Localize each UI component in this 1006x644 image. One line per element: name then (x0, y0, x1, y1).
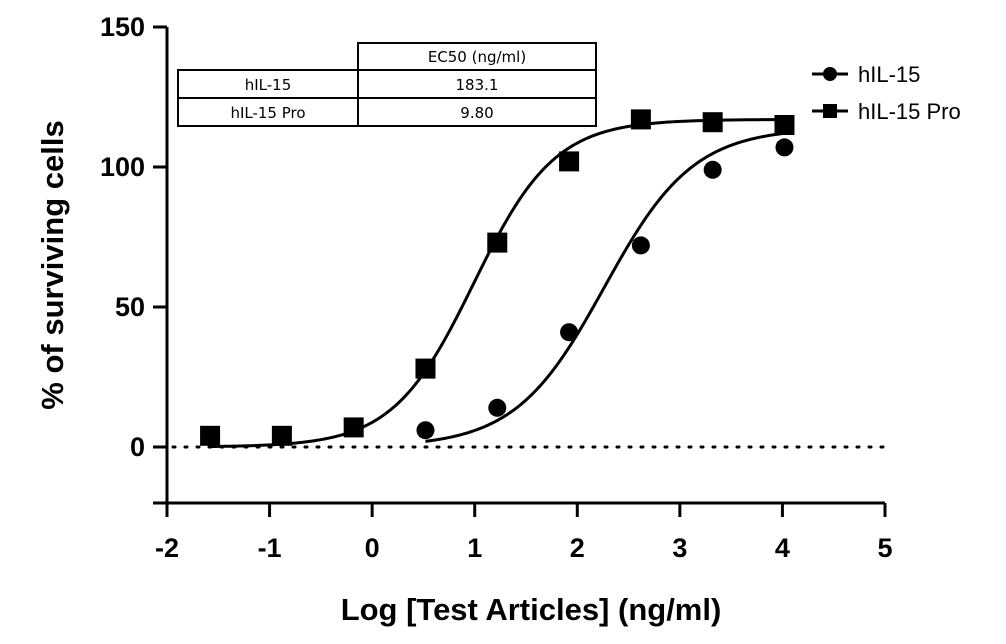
x-tick-label: 3 (672, 533, 687, 563)
table-row-value: 183.1 (456, 76, 499, 94)
x-tick-label: -1 (258, 533, 282, 563)
data-point-square (343, 417, 364, 438)
y-ticks: 0 50 100 150 (100, 12, 167, 462)
data-point-circle (631, 236, 650, 255)
fit-curve (210, 118, 785, 449)
legend-item-hil15-pro: hIL-15 Pro (812, 99, 961, 124)
data-point-circle (488, 398, 507, 417)
y-axis-title: % of surviving cells (35, 120, 70, 409)
x-tick-label: 5 (877, 533, 892, 563)
ec50-table: EC50 (ng/ml) hIL-15 183.1 hIL-15 Pro 9.8… (177, 42, 597, 127)
x-tick-label: 0 (365, 533, 380, 563)
table-header-ec50: EC50 (ng/ml) (428, 48, 526, 66)
x-tick-label: 1 (467, 533, 482, 563)
data-point-square (487, 232, 508, 253)
data-point-square (271, 425, 292, 446)
x-axis-title: Log [Test Articles] (ng/ml) (341, 592, 722, 627)
x-tick-label: 4 (775, 533, 790, 563)
x-tick-label: 2 (570, 533, 585, 563)
y-tick-label: 0 (130, 432, 145, 462)
data-point-circle (775, 138, 794, 157)
data-point-circle (416, 421, 435, 440)
data-point-square (559, 151, 580, 172)
data-point-square (200, 425, 221, 446)
legend-circle-marker (823, 67, 837, 81)
legend-item-hil15: hIL-15 (812, 62, 920, 87)
table-row-label: hIL-15 (245, 76, 292, 94)
data-point-square (415, 358, 436, 379)
fit-curve (425, 131, 785, 443)
legend-square-marker (823, 104, 837, 118)
data-point-circle (560, 323, 579, 342)
data-point-square (630, 109, 651, 130)
legend-label: hIL-15 Pro (858, 99, 961, 124)
x-tick-label: -2 (155, 533, 179, 563)
table-row-value: 9.80 (460, 104, 493, 122)
data-point-square (774, 115, 795, 135)
table-row-label: hIL-15 Pro (230, 104, 305, 122)
y-tick-label: 50 (115, 292, 145, 322)
legend-label: hIL-15 (858, 62, 920, 87)
axes (153, 27, 885, 517)
x-ticks: -2 -1 0 1 2 3 4 5 (155, 503, 893, 563)
data-point-square (702, 112, 723, 133)
data-points (200, 109, 795, 446)
y-tick-label: 150 (100, 12, 145, 42)
data-point-circle (703, 160, 722, 179)
fit-curves (210, 118, 785, 449)
y-tick-label: 100 (100, 152, 145, 182)
legend: hIL-15 hIL-15 Pro (812, 62, 961, 124)
